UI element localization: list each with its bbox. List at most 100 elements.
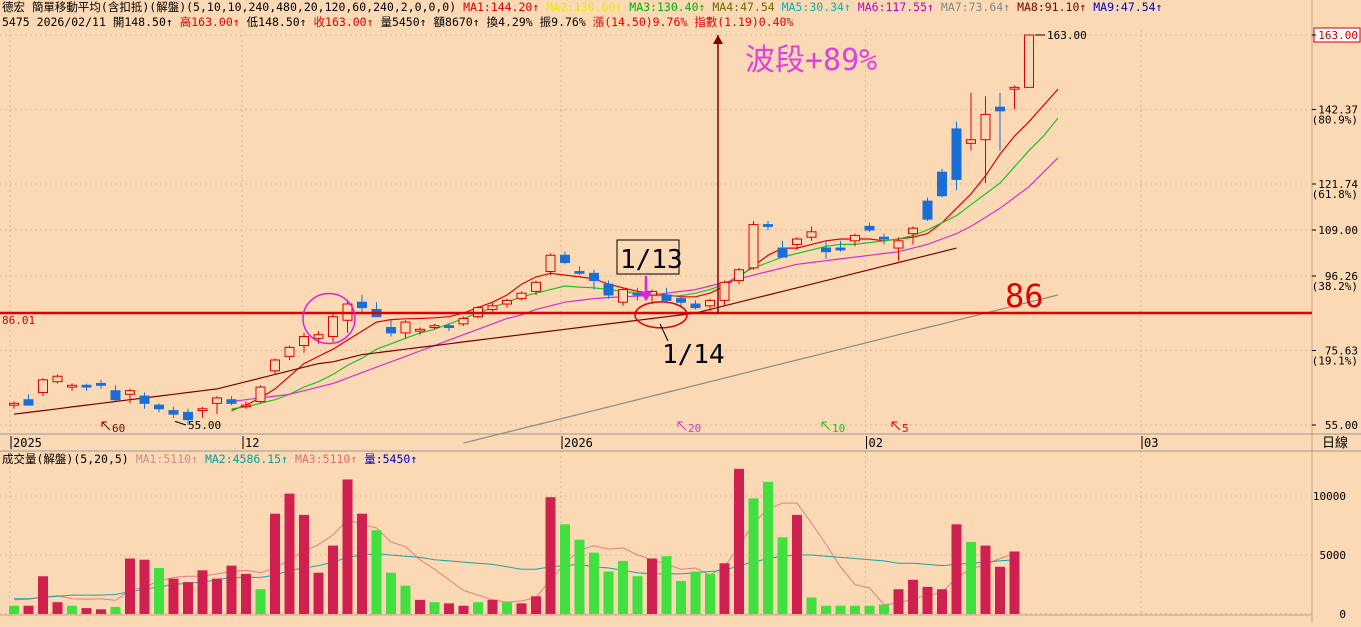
candle-body <box>951 128 962 180</box>
highlight-circle <box>302 292 356 345</box>
volume-bar <box>357 513 367 614</box>
deduct-label: 20 <box>688 422 701 435</box>
candle-body <box>516 292 527 300</box>
ma-line <box>13 247 957 415</box>
volume-bar <box>864 605 875 614</box>
timeframe-label: 日線 <box>1322 435 1348 451</box>
candle-body <box>241 404 251 408</box>
volume-bar <box>560 524 570 614</box>
low-price-label: 55.00 <box>188 419 221 432</box>
candle-body <box>38 379 48 394</box>
volume-bar <box>632 576 643 614</box>
price-tick-label: 142.37 <box>1318 103 1358 116</box>
candle-body <box>777 247 788 258</box>
volume-bar <box>908 579 918 614</box>
price-tick-label: 163.00 <box>1318 29 1358 42</box>
candle-body <box>719 281 730 301</box>
volume-bar <box>371 530 382 614</box>
candle-body <box>67 384 77 388</box>
volume-tick-label: 0 <box>1339 608 1346 621</box>
volume-bar <box>386 572 396 614</box>
candle-body <box>502 299 512 305</box>
candle-body <box>705 299 715 307</box>
volume-bar <box>270 513 280 614</box>
candle-body <box>197 408 208 412</box>
ma-legend-item: MA9:47.54↑ <box>1093 0 1163 14</box>
volume-tick-label: 10000 <box>1313 490 1346 503</box>
pointer-line-1-14 <box>659 323 669 342</box>
quote-amplitude: 振9.76% <box>539 15 586 29</box>
price-tick-label: (38.2%) <box>1312 280 1358 293</box>
volume-bar <box>618 560 628 614</box>
candle-body <box>922 200 933 220</box>
candle-body <box>110 390 121 401</box>
volume-bar <box>429 602 440 614</box>
volume-bar <box>415 599 425 614</box>
candle-body <box>270 359 280 372</box>
volume-bar <box>38 576 48 614</box>
volume-bar <box>284 493 295 614</box>
price-tick-label: 55.00 <box>1325 419 1358 432</box>
volume-bar <box>241 573 251 614</box>
volume-bar <box>951 524 962 614</box>
candle-body <box>96 382 106 386</box>
candle-body <box>313 334 324 339</box>
deduct-marker <box>891 421 901 431</box>
quote-open: 開148.50↑ <box>112 15 173 29</box>
volume-bar <box>52 602 63 614</box>
candle-body <box>400 321 411 334</box>
volume-legend-item: MA2:4586.15↑ <box>204 452 295 466</box>
volume-bar <box>980 545 991 614</box>
volume-legend-item: MA3:5110↑ <box>294 452 365 466</box>
volume-bar <box>212 578 222 614</box>
quote-low: 低148.50↑ <box>246 15 307 29</box>
volume-bars <box>9 468 1020 614</box>
candle-body <box>908 227 918 235</box>
deduct-marker <box>101 421 111 431</box>
candle-body <box>748 224 759 269</box>
price-tick-label: (19.1%) <box>1312 355 1358 368</box>
date-tick-label: 03 <box>1144 436 1158 450</box>
price-tick-label: 96.26 <box>1325 270 1358 283</box>
volume-legend-item: MA1:5110↑ <box>135 452 205 466</box>
candle-body <box>168 410 179 415</box>
volume-bar <box>676 580 686 614</box>
ma-legend-item: MA3:130.40↑ <box>629 0 713 14</box>
candle-body <box>531 281 541 292</box>
ma-line <box>463 294 1059 444</box>
volume-bar <box>96 609 106 614</box>
candle-body <box>835 247 846 251</box>
candle-body <box>893 240 904 249</box>
volume-bar <box>763 481 773 614</box>
candle-body <box>1024 34 1034 88</box>
date-box-1-13 <box>616 239 680 275</box>
candle-body <box>1009 86 1020 90</box>
candle-body <box>763 224 773 227</box>
volume-bar <box>342 479 353 614</box>
candle-body <box>574 271 585 274</box>
candle-body <box>183 411 193 421</box>
deduct-marker <box>677 421 687 431</box>
candle-body <box>226 399 237 404</box>
header-line-2: 5475 2026/02/11 開148.50↑ 高163.00↑ 低148.5… <box>2 15 793 29</box>
volume-bar <box>792 514 802 614</box>
volume-bar <box>255 589 266 614</box>
volume-axis-labels: 10000 5000 0 <box>1313 490 1346 621</box>
candle-body <box>937 171 947 197</box>
wave-gain-label: 波段+89% <box>745 43 877 78</box>
volume-legend-item: 量:5450↑ <box>364 452 418 466</box>
candle-body <box>864 225 875 231</box>
candle-body <box>734 269 744 282</box>
candle-body <box>545 254 556 273</box>
date-axis-labels: 2025 12 2026 02 03 日線 <box>10 435 1348 451</box>
volume-legend: MA1:5110↑ MA2:4586.15↑ MA3:5110↑ 量:5450↑ <box>136 452 418 466</box>
deduct-label: 10 <box>832 422 845 435</box>
date-label-1-14: 1/14 <box>662 340 725 370</box>
volume-bar <box>67 605 77 614</box>
volume-bar <box>922 586 933 614</box>
deduct-label: 5 <box>902 422 909 435</box>
ma-legend-item: MA2:130.60↑ <box>546 0 630 14</box>
candle-body <box>879 236 889 240</box>
